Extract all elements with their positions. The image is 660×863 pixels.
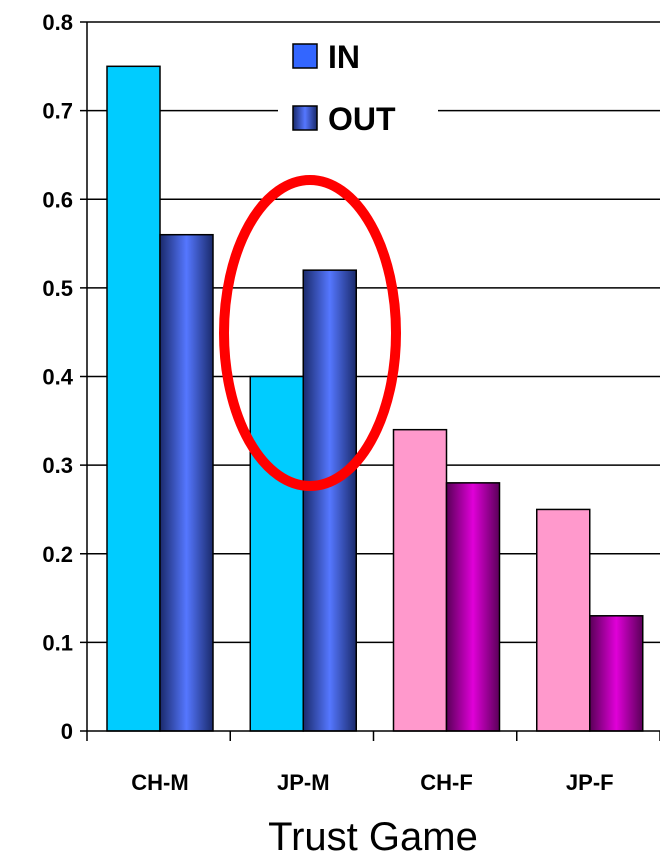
legend-label-in: IN [328, 39, 360, 75]
y-tick-label: 0.4 [42, 365, 73, 390]
y-tick-label: 0 [61, 719, 73, 744]
bar-out-jp-f [590, 616, 643, 731]
y-tick-label: 0.1 [42, 630, 73, 655]
y-tick-label: 0.5 [42, 276, 73, 301]
y-tick-label: 0.3 [42, 453, 73, 478]
legend-swatch-in [293, 44, 317, 68]
legend: IN OUT [278, 32, 438, 144]
y-axis: 0 0.1 0.2 0.3 0.4 0.5 0.6 0.7 0.8 [42, 10, 87, 744]
bar-out-ch-m [160, 235, 213, 731]
bar-out-ch-f [447, 483, 500, 731]
x-axis-title: Trust Game [268, 815, 478, 859]
y-tick-label: 0.8 [42, 10, 73, 35]
category-label: JP-M [277, 770, 330, 795]
bar-out-jp-m [303, 270, 356, 731]
bars [107, 66, 643, 731]
y-tick-label: 0.6 [42, 187, 73, 212]
bar-in-jp-m [250, 377, 303, 732]
legend-swatch-out [293, 106, 317, 130]
bar-in-ch-f [394, 430, 447, 731]
y-tick-label: 0.7 [42, 99, 73, 124]
category-label: JP-F [566, 770, 614, 795]
category-label: CH-F [420, 770, 473, 795]
category-label: CH-M [131, 770, 188, 795]
bar-in-ch-m [107, 66, 160, 731]
legend-label-out: OUT [328, 101, 396, 137]
x-axis: CH-M JP-M CH-F JP-F [87, 731, 660, 795]
y-tick-label: 0.2 [42, 542, 73, 567]
bar-in-jp-f [537, 509, 590, 731]
